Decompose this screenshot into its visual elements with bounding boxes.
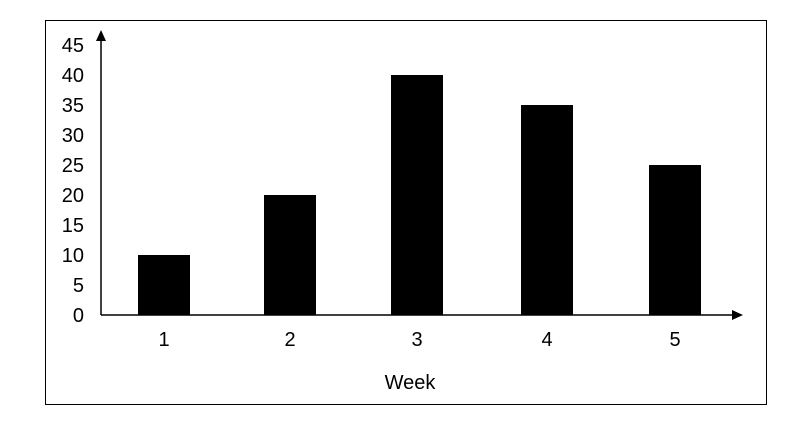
y-tick-label: 40 [62,65,84,87]
y-tick-label: 20 [62,185,84,207]
y-axis-arrow [96,30,106,41]
x-axis-arrow [732,310,743,320]
bar-week-2 [264,195,316,315]
y-tick-label: 0 [73,305,84,327]
x-tick-label: 5 [669,329,680,351]
y-tick-label: 45 [62,35,84,57]
x-tick-label: 1 [158,329,169,351]
bars [138,75,701,315]
x-tick-labels: 1 2 3 4 5 [158,329,680,351]
y-tick-label: 25 [62,155,84,177]
y-tick-label: 10 [62,245,84,267]
y-tick-label: 30 [62,125,84,147]
y-tick-label: 5 [73,275,84,297]
y-tick-label: 15 [62,215,84,237]
x-tick-label: 4 [541,329,552,351]
x-axis-title: Week [385,372,437,394]
y-tick-labels: 0 5 10 15 20 25 30 35 40 45 [62,35,84,327]
x-tick-label: 3 [411,329,422,351]
x-tick-label: 2 [284,329,295,351]
bar-week-5 [649,165,701,315]
bar-week-4 [521,105,573,315]
bar-week-3 [391,75,443,315]
y-tick-label: 35 [62,95,84,117]
bar-week-1 [138,255,190,315]
